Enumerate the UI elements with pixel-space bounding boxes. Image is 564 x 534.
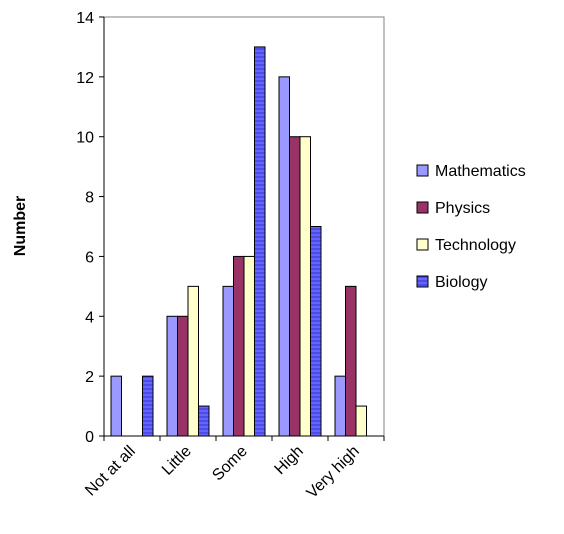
legend-label-mathematics: Mathematics xyxy=(435,163,526,180)
x-tick-label: Not at all xyxy=(82,443,139,500)
x-tick-label: Little xyxy=(159,443,195,479)
bar-physics-2 xyxy=(233,255,245,437)
legend-swatch-technology xyxy=(416,238,429,251)
legend-swatch-mathematics xyxy=(416,164,429,177)
bar-biology-2 xyxy=(254,46,266,437)
y-tick-label: 4 xyxy=(85,309,94,326)
bar-technology-2 xyxy=(243,255,255,437)
bar-mathematics-2 xyxy=(222,285,234,437)
x-tick-label: Very high xyxy=(304,443,363,502)
legend-label-physics: Physics xyxy=(435,200,490,217)
bar-physics-3 xyxy=(289,136,301,437)
bar-biology-0 xyxy=(142,375,154,437)
bar-technology-1 xyxy=(187,285,199,437)
bar-technology-3 xyxy=(299,136,311,437)
bar-physics-1 xyxy=(177,315,189,437)
y-tick-label: 2 xyxy=(85,369,94,386)
bar-biology-1 xyxy=(198,405,210,437)
x-tick-label: High xyxy=(272,443,307,478)
legend-label-technology: Technology xyxy=(435,237,516,254)
bar-biology-3 xyxy=(310,226,322,437)
y-tick-label: 0 xyxy=(85,429,94,446)
y-tick-label: 10 xyxy=(76,130,94,147)
y-tick-label: 6 xyxy=(85,249,94,266)
bar-technology-4 xyxy=(355,405,367,437)
y-tick-label: 14 xyxy=(76,10,94,27)
legend-swatch-biology xyxy=(416,275,429,288)
y-axis-title: Number xyxy=(12,196,29,256)
bar-physics-4 xyxy=(345,285,357,437)
legend: Mathematics Physics Technology Biology xyxy=(416,163,526,291)
bars xyxy=(110,46,367,437)
legend-swatch-physics xyxy=(416,201,429,214)
bar-mathematics-3 xyxy=(278,76,290,437)
y-tick-label: 12 xyxy=(76,70,94,87)
bar-mathematics-1 xyxy=(166,315,178,437)
y-tick-label: 8 xyxy=(85,190,94,207)
x-tick-label: Some xyxy=(209,443,251,485)
y-axis: 0 2 4 6 8 10 12 14 xyxy=(76,10,105,446)
bar-mathematics-0 xyxy=(110,375,122,437)
bar-mathematics-4 xyxy=(334,375,346,437)
legend-label-biology: Biology xyxy=(435,274,487,291)
